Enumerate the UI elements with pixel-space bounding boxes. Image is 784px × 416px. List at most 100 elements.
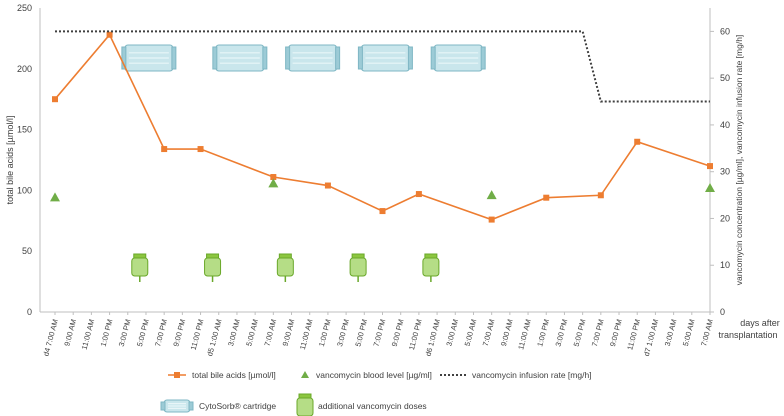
bile-acids-point <box>634 138 641 145</box>
cartridge-cap-right <box>335 46 341 70</box>
dose-bag-body <box>204 257 222 277</box>
bile-acids-point <box>161 146 168 153</box>
x-tick-label: 1:00 PM <box>535 318 551 347</box>
left-tick-label: 100 <box>17 185 32 195</box>
x-tick-label: 9:00 PM <box>171 318 187 347</box>
vancomycin-dose-icon <box>131 253 149 282</box>
cartridge-cap-right <box>407 46 413 70</box>
x-tick-label: d4 7:00 AM <box>41 318 60 357</box>
x-tick-label: 5:00 PM <box>353 318 369 347</box>
legend-infusion-rate-label: vancomycin infusion rate [mg/h] <box>472 370 592 380</box>
x-tick-label: 9:00 AM <box>281 318 297 347</box>
bile-acids-point <box>707 163 713 170</box>
x-tick-label: 11:00 PM <box>407 318 424 351</box>
right-tick-label: 20 <box>720 213 730 223</box>
x-tick-label: 7:00 AM <box>699 318 715 347</box>
cartridge-cap-right <box>188 401 194 411</box>
right-tick-label: 50 <box>720 73 730 83</box>
legend-bile-acids-label: total bile acids [µmol/l] <box>192 370 276 380</box>
annotations <box>121 44 486 282</box>
left-tick-label: 50 <box>22 246 32 256</box>
legend-cartridge-label: CytoSorb® cartridge <box>199 401 276 411</box>
dose-bag-body <box>131 257 149 277</box>
left-tick-label: 200 <box>17 64 32 74</box>
cartridge-cap-left <box>212 46 218 70</box>
right-tick-label: 0 <box>720 307 725 317</box>
bile-acids-point <box>379 208 386 215</box>
dose-bag-top <box>206 253 220 259</box>
cartridge-cap-left <box>285 46 291 70</box>
dose-bag-top <box>278 253 292 259</box>
dose-bag-body <box>296 397 314 416</box>
x-axis-title: transplantation <box>718 330 777 340</box>
cartridge-cap-left <box>121 46 127 70</box>
left-tick-label: 250 <box>17 3 32 13</box>
bile-acids-point <box>415 191 422 198</box>
x-tick-label: 3:00 AM <box>444 318 460 347</box>
right-tick-label: 10 <box>720 260 730 270</box>
cartridge-cap-left <box>430 46 436 70</box>
legend-vancomycin-level-marker <box>301 371 309 378</box>
x-tick-label: 3:00 AM <box>663 318 679 347</box>
right-tick-label: 30 <box>720 167 730 177</box>
x-tick-label: 1:00 PM <box>317 318 333 347</box>
vancomycin-level-point <box>486 190 497 200</box>
bile-acids-point <box>197 146 204 153</box>
x-tick-label: 5:00 AM <box>244 318 260 347</box>
x-tick-label: 11:00 AM <box>80 318 97 350</box>
x-tick-label: 11:00 PM <box>189 318 206 351</box>
left-axis-title: total bile acids [µmol/l] <box>5 116 15 205</box>
x-axis-title: days after <box>740 318 780 328</box>
cytosorb-cartridge-icon <box>121 44 177 72</box>
x-tick-label: 3:00 AM <box>226 318 242 347</box>
x-tick-label: 7:00 PM <box>153 318 169 347</box>
x-tick-label: d6 1:00 AM <box>423 318 442 357</box>
right-axis-title: vancomycin concentration [µg/ml], vancom… <box>734 35 744 286</box>
x-tick-label: 9:00 AM <box>499 318 515 347</box>
vancomycin-dose-icon <box>276 253 294 282</box>
dose-bag-top <box>351 253 365 259</box>
cartridge-cap-right <box>262 46 268 70</box>
legend: total bile acids [µmol/l] vancomycin bloo… <box>160 370 592 416</box>
x-tick-label: 3:00 PM <box>335 318 351 347</box>
cytosorb-cartridge-icon <box>285 44 341 72</box>
legend-vancomycin-level-label: vancomycin blood level [µg/ml] <box>316 370 432 380</box>
x-tick-label: 7:00 PM <box>372 318 388 347</box>
dose-bag-body <box>276 257 294 277</box>
x-tick-label: 5:00 AM <box>681 318 697 347</box>
cartridge-cap-right <box>480 46 486 70</box>
left-tick-label: 150 <box>17 125 32 135</box>
x-tick-label: 7:00 AM <box>262 318 278 347</box>
dose-bag-top <box>298 393 312 399</box>
x-tick-label: 11:00 AM <box>298 318 315 350</box>
x-tick-label: d7 1:00 AM <box>642 318 661 357</box>
x-tick-label: 7:00 AM <box>481 318 497 347</box>
bile-acids-point <box>543 194 550 201</box>
dose-bag-body <box>349 257 367 277</box>
x-tick-label: 9:00 PM <box>390 318 406 347</box>
left-tick-label: 0 <box>27 307 32 317</box>
bile-acids-point <box>52 96 58 103</box>
bile-acids-point <box>270 174 277 181</box>
x-tick-label: 11:00 PM <box>625 318 642 351</box>
x-tick-label: 11:00 AM <box>516 318 533 350</box>
bile-acids-point <box>597 192 604 199</box>
legend-bile-acids-marker <box>174 372 180 378</box>
x-tick-label: 5:00 PM <box>572 318 588 347</box>
vancomycin-level-point <box>50 192 60 202</box>
dose-bag-top <box>133 253 147 259</box>
cartridge-cap-left <box>357 46 363 70</box>
x-tick-label: 9:00 PM <box>608 318 624 347</box>
x-tick-label: 1:00 PM <box>99 318 115 347</box>
series-layer <box>50 30 715 223</box>
vancomycin-dose-icon <box>422 253 440 282</box>
dose-bag-top <box>424 253 438 259</box>
x-tick-label: 3:00 PM <box>553 318 569 347</box>
x-tick-label: 5:00 AM <box>463 318 479 347</box>
legend-cartridge-icon <box>160 399 194 413</box>
cartridge-cap-left <box>160 401 166 411</box>
x-tick-label: 7:00 PM <box>590 318 606 347</box>
vancomycin-dose-icon <box>204 253 222 282</box>
x-tick-label: 9:00 AM <box>62 318 78 347</box>
right-tick-label: 60 <box>720 26 730 36</box>
